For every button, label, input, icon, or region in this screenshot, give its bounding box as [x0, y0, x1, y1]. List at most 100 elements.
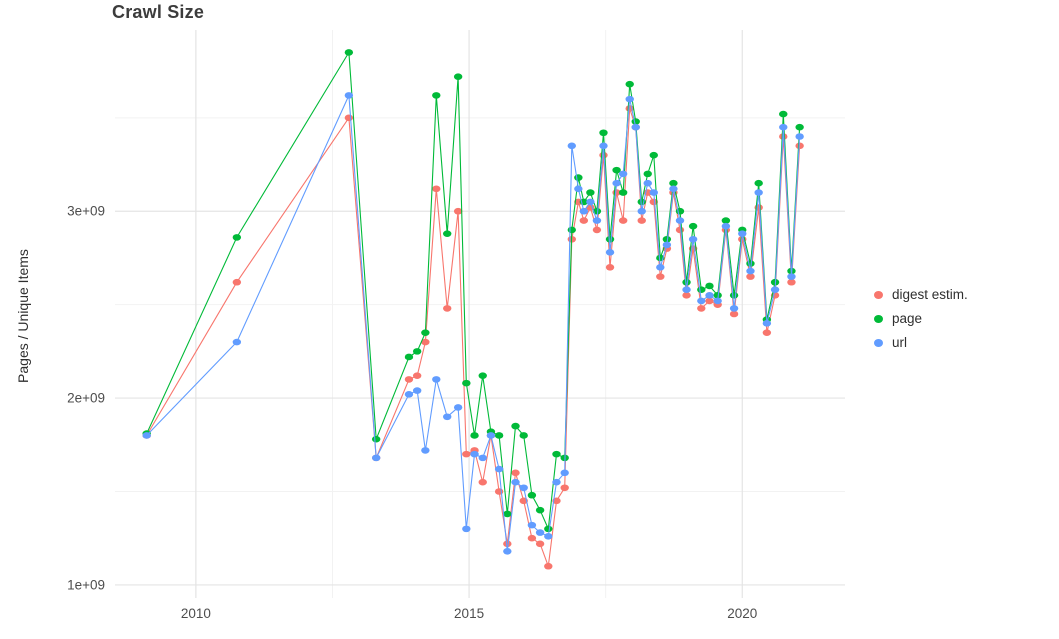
data-point: [535, 506, 545, 514]
data-point: [762, 320, 772, 327]
data-point: [443, 230, 452, 237]
data-point: [697, 286, 706, 294]
data-point: [656, 273, 665, 280]
data-point: [371, 435, 381, 443]
data-point: [612, 166, 621, 174]
data-point: [421, 447, 430, 454]
data-point: [682, 278, 691, 286]
data-point: [412, 348, 422, 355]
data-point: [478, 372, 487, 379]
data-point: [344, 49, 354, 56]
data-point: [746, 267, 755, 275]
axis-tick-labels: 1e+09 2e+09 3e+09 2010 2015 2020: [67, 204, 757, 621]
data-point: [637, 207, 646, 215]
data-point: [787, 273, 796, 280]
data-point: [688, 222, 698, 230]
data-point: [705, 297, 714, 305]
data-point: [713, 297, 722, 305]
data-point: [688, 235, 698, 243]
data-point: [344, 114, 354, 122]
data-point: [779, 110, 788, 118]
legend-swatch-page-icon: [874, 314, 883, 323]
data-point: [605, 235, 615, 243]
data-point: [567, 226, 576, 234]
data-point: [649, 198, 658, 206]
data-point: [729, 310, 739, 318]
data-point: [675, 217, 685, 224]
data-point: [503, 547, 512, 555]
data-point: [697, 297, 706, 305]
data-point: [527, 491, 537, 499]
data-point: [404, 376, 414, 383]
data-point: [618, 170, 628, 178]
data-point: [519, 484, 528, 492]
data-point: [527, 521, 537, 529]
data-point: [421, 329, 430, 336]
x-tick-label: 2010: [181, 606, 211, 621]
data-point: [470, 450, 479, 458]
data-point: [637, 217, 646, 224]
data-point: [535, 529, 545, 536]
y-tick-label: 3e+09: [67, 204, 105, 219]
data-point: [705, 292, 714, 299]
legend-item-page: page: [874, 311, 968, 326]
data-point: [643, 179, 652, 187]
data-point: [142, 432, 151, 439]
y-tick-label: 1e+09: [67, 577, 105, 592]
data-point: [494, 465, 504, 473]
data-point: [443, 305, 452, 312]
series-url: [142, 92, 804, 555]
data-point: [519, 432, 528, 439]
data-point: [421, 338, 430, 346]
data-point: [729, 305, 739, 312]
data-point: [618, 217, 628, 224]
legend-label-page: page: [892, 311, 923, 326]
data-point: [478, 454, 487, 462]
data-point: [592, 207, 602, 215]
data-point: [432, 376, 441, 383]
data-point: [579, 217, 589, 224]
data-point: [443, 413, 452, 421]
data-point: [713, 292, 722, 299]
data-point: [795, 123, 804, 131]
data-point: [795, 133, 804, 140]
data-point: [605, 249, 615, 256]
data-point: [511, 469, 520, 477]
data-point: [232, 278, 242, 286]
data-point: [544, 525, 553, 533]
data-point: [592, 217, 602, 224]
data-point: [404, 391, 414, 398]
data-point: [503, 540, 512, 548]
data-point: [511, 422, 520, 430]
data-point: [631, 123, 640, 131]
data-point: [544, 562, 553, 570]
data-point: [787, 278, 796, 286]
data-point: [494, 432, 504, 439]
data-point: [552, 450, 561, 458]
data-point: [586, 189, 595, 196]
data-point: [738, 230, 747, 237]
data-point: [705, 282, 714, 290]
data-point: [412, 387, 422, 394]
data-point: [462, 450, 471, 458]
data-point: [432, 185, 441, 193]
data-point: [612, 179, 621, 187]
gridlines-minor: [115, 30, 845, 598]
data-point: [560, 469, 569, 477]
legend-swatch-digest-icon: [874, 290, 883, 299]
x-tick-label: 2015: [454, 606, 484, 621]
legend: digest estim. page url: [874, 287, 968, 350]
legend-swatch-url-icon: [874, 338, 883, 347]
data-point: [574, 185, 583, 193]
data-point: [371, 454, 381, 462]
data-point: [592, 226, 602, 234]
data-point: [412, 372, 422, 379]
data-point: [649, 189, 658, 196]
data-point: [432, 92, 441, 99]
data-point: [662, 235, 672, 243]
data-point: [729, 292, 739, 299]
data-point: [795, 142, 804, 150]
data-point: [662, 241, 672, 249]
series-digest-estim-: [142, 105, 804, 570]
